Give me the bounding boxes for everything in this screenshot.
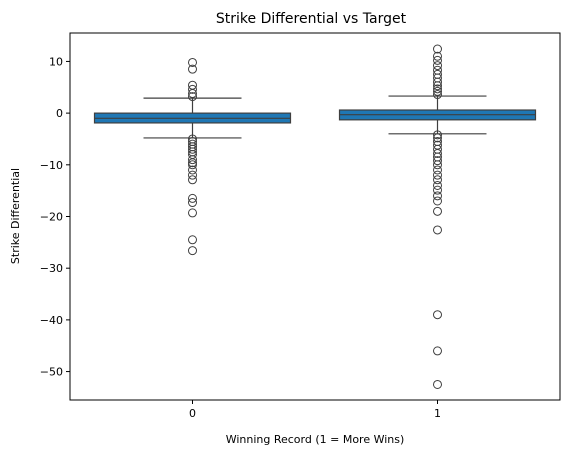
outlier-point <box>433 160 442 170</box>
y-tick-label: 0 <box>56 107 63 120</box>
outlier-point <box>433 84 442 94</box>
x-tick-label: 1 <box>434 407 441 420</box>
outlier-point <box>433 310 442 320</box>
outlier-point <box>433 185 442 195</box>
outlier-point <box>188 165 197 175</box>
outlier-point <box>433 225 442 235</box>
outlier-point <box>433 175 442 185</box>
outlier-point <box>433 81 442 91</box>
outlier-point <box>433 156 442 166</box>
outlier-point <box>433 90 442 100</box>
y-tick-label: −40 <box>40 314 63 327</box>
outlier-point <box>188 64 197 74</box>
outlier-point <box>433 206 442 216</box>
plot-area <box>93 44 537 389</box>
outlier-point <box>188 88 197 98</box>
y-tick-label: −10 <box>40 159 63 172</box>
y-axis: 10 0 −10 −20 −30 −40 −50 <box>40 55 70 379</box>
outlier-point <box>433 51 442 61</box>
chart-title: Strike Differential vs Target <box>216 11 407 27</box>
plot-frame <box>69 32 561 401</box>
box-group-0 <box>93 57 292 256</box>
outlier-point <box>433 170 442 180</box>
y-tick-label: −30 <box>40 262 63 275</box>
outlier-point <box>188 155 197 165</box>
x-axis-label: Winning Record (1 = More Wins) <box>226 433 405 446</box>
outlier-point <box>188 57 197 67</box>
outlier-point <box>188 84 197 94</box>
outlier-point <box>433 86 442 96</box>
y-axis-label: Strike Differential <box>9 168 22 264</box>
outlier-point <box>188 198 197 208</box>
outlier-point <box>188 235 197 245</box>
outlier-point <box>433 61 442 71</box>
outlier-point <box>188 92 197 102</box>
outlier-point <box>188 208 197 218</box>
outlier-point <box>433 180 442 190</box>
outlier-point <box>433 133 442 143</box>
outlier-point <box>188 246 197 256</box>
outlier-point <box>188 158 197 168</box>
outlier-point <box>433 165 442 175</box>
outlier-point <box>188 193 197 203</box>
outlier-point <box>433 130 442 140</box>
outlier-point <box>433 55 442 65</box>
outlier-point <box>188 175 197 185</box>
outlier-point <box>188 170 197 180</box>
y-tick-label: −50 <box>40 366 63 379</box>
outlier-point <box>433 196 442 206</box>
outlier-point <box>433 44 442 54</box>
outlier-point <box>433 346 442 356</box>
outlier-point <box>433 77 442 87</box>
outlier-point <box>433 148 442 158</box>
outlier-point <box>188 160 197 170</box>
y-tick-label: −20 <box>40 211 63 224</box>
y-tick-label: 10 <box>49 55 63 68</box>
x-tick-label: 0 <box>189 407 196 420</box>
outlier-point <box>433 379 442 389</box>
outlier-point <box>188 144 197 154</box>
outlier-point <box>433 191 442 201</box>
box-group-1 <box>338 44 537 389</box>
